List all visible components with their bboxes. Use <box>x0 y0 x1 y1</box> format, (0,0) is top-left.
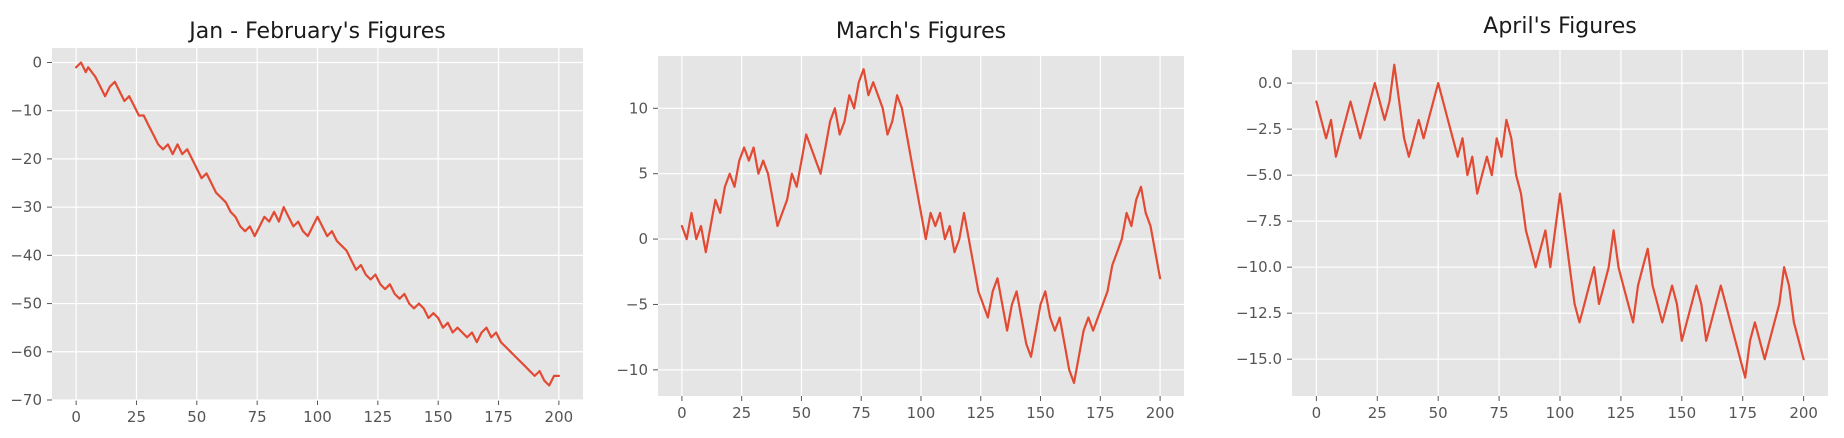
y-tick-label: 5 <box>638 165 648 183</box>
series-line-1 <box>74 61 561 387</box>
x-tick-label: 175 <box>1086 404 1115 422</box>
x-tick-label: 150 <box>1667 404 1696 422</box>
x-tick-label: 50 <box>1429 404 1448 422</box>
y-tick-label: −7.5 <box>1246 212 1282 230</box>
x-tick-label: 25 <box>1368 404 1387 422</box>
x-tick-label: 25 <box>732 404 751 422</box>
y-tick-label: −15.0 <box>1236 350 1282 368</box>
x-tick-label: 0 <box>71 408 81 426</box>
x-tick-label: 200 <box>545 408 574 426</box>
y-tick-label: 0 <box>638 230 648 248</box>
x-tick-label: 125 <box>966 404 995 422</box>
series-line-1 <box>1315 63 1805 379</box>
chart-panel-1: 0 25 50 75 100 125 150 175 200 0 −10 −20 −30 −40 −50 −6… <box>10 19 583 426</box>
y-tick-label: −12.5 <box>1236 304 1282 322</box>
x-tick-label: 75 <box>248 408 267 426</box>
y-tick-label: 0.0 <box>1258 74 1282 92</box>
x-tick-label: 100 <box>907 404 936 422</box>
y-tick-label: −50 <box>10 295 42 313</box>
y-tick-label: −10.0 <box>1236 258 1282 276</box>
x-tick-label: 125 <box>364 408 393 426</box>
y-tick-label: −5 <box>626 295 648 313</box>
chart-title: Jan - February's Figures <box>187 19 445 44</box>
x-tick-label: 50 <box>187 408 206 426</box>
x-tick-label: 50 <box>792 404 811 422</box>
y-tick-label: −70 <box>10 391 42 409</box>
y-tick-label: −20 <box>10 150 42 168</box>
chart-title: April's Figures <box>1483 14 1636 39</box>
x-tick-label: 150 <box>424 408 453 426</box>
series-line-1 <box>680 67 1162 384</box>
x-tick-label: 100 <box>303 408 332 426</box>
x-tick-label: 150 <box>1026 404 1055 422</box>
y-tick-label: −30 <box>10 198 42 216</box>
y-tick-label: −10 <box>616 361 648 379</box>
x-tick-label: 175 <box>484 408 513 426</box>
y-tick-label: −2.5 <box>1246 120 1282 138</box>
y-tick-label: 10 <box>629 99 648 117</box>
x-tick-label: 75 <box>1490 404 1509 422</box>
x-tick-label: 75 <box>852 404 871 422</box>
y-tick-label: −5.0 <box>1246 166 1282 184</box>
chart-panel-3: 0 25 50 75 100 125 150 175 200 0.0 −2.5 −5.0 −7.5 −10… <box>1236 14 1828 422</box>
y-tick-label: −60 <box>10 343 42 361</box>
x-tick-label: 0 <box>1312 404 1322 422</box>
x-tick-label: 175 <box>1728 404 1757 422</box>
x-tick-label: 100 <box>1546 404 1575 422</box>
y-tick-label: 0 <box>32 53 42 71</box>
x-tick-label: 0 <box>677 404 687 422</box>
x-tick-label: 25 <box>127 408 146 426</box>
chart-title: March's Figures <box>836 19 1006 44</box>
x-tick-label: 125 <box>1607 404 1636 422</box>
y-tick-label: −10 <box>10 102 42 120</box>
y-tick-label: −40 <box>10 246 42 264</box>
x-tick-label: 200 <box>1789 404 1818 422</box>
x-tick-label: 200 <box>1146 404 1175 422</box>
